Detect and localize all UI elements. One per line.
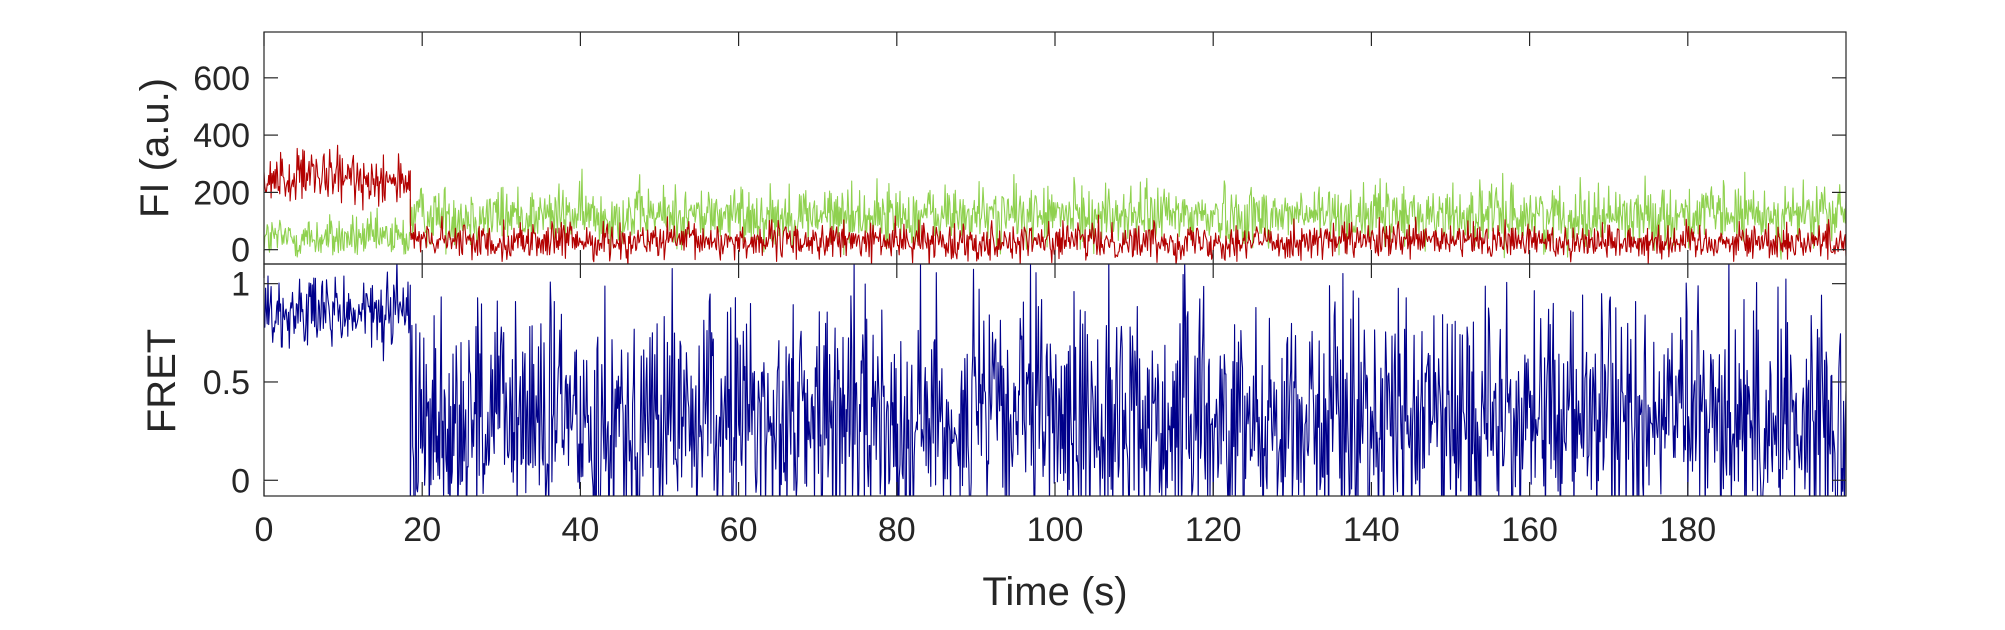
time-x-axis-title: Time (s) — [982, 570, 1127, 614]
x-tick-label: 180 — [1659, 511, 1716, 549]
x-tick-label: 20 — [403, 511, 441, 549]
fret-y-axis-title: FRET — [140, 329, 184, 433]
y-tick-label: 0 — [231, 462, 250, 500]
fret-y-ticks: 00.51 — [203, 266, 1846, 500]
fret-traces — [264, 264, 1846, 496]
intensity-panel: 0 200 400 600 FI (a.u.) — [133, 31, 1847, 270]
y-tick-label: 0 — [231, 232, 250, 270]
x-tick-label: 60 — [720, 511, 758, 549]
y-tick-label: 0.5 — [203, 364, 250, 402]
series-line-1-0 — [264, 264, 1846, 496]
intensity-traces — [264, 144, 1846, 264]
intensity-y-axis-title: FI (a.u.) — [133, 78, 177, 218]
intensity-axes-box — [263, 31, 1847, 265]
x-tick-label: 0 — [255, 511, 274, 549]
y-tick-label: 400 — [193, 117, 250, 155]
x-tick-label: 120 — [1185, 511, 1242, 549]
intensity-y-ticks: 0 200 400 600 — [193, 60, 1846, 270]
x-tick-label: 160 — [1501, 511, 1558, 549]
y-tick-label: 1 — [231, 266, 250, 304]
x-tick-label: 40 — [561, 511, 599, 549]
series-line-0-0 — [264, 168, 1846, 260]
y-tick-label: 200 — [193, 174, 250, 212]
y-tick-label: 600 — [193, 60, 250, 98]
x-tick-label: 80 — [878, 511, 916, 549]
time-x-ticks: 0 20 40 60 80 100 120 140 160 180 — [255, 32, 1716, 549]
fret-panel: 00.51 0 20 40 60 80 100 120 140 160 180 FRET Time… — [140, 32, 1847, 614]
x-tick-label: 140 — [1343, 511, 1400, 549]
x-tick-label: 100 — [1027, 511, 1084, 549]
